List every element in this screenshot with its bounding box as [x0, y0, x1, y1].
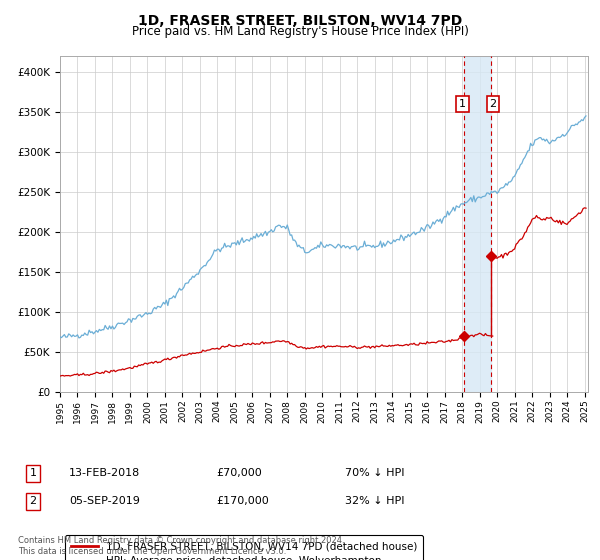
Text: 13-FEB-2018: 13-FEB-2018: [69, 468, 140, 478]
Text: 1: 1: [459, 99, 466, 109]
Text: 2: 2: [490, 99, 497, 109]
Text: £70,000: £70,000: [216, 468, 262, 478]
Bar: [464, 56, 491, 392]
Text: 32% ↓ HPI: 32% ↓ HPI: [345, 496, 404, 506]
Text: Price paid vs. HM Land Registry's House Price Index (HPI): Price paid vs. HM Land Registry's House …: [131, 25, 469, 38]
Legend: 1D, FRASER STREET, BILSTON, WV14 7PD (detached house), HPI: Average price, detac: 1D, FRASER STREET, BILSTON, WV14 7PD (de…: [65, 535, 424, 560]
Text: £170,000: £170,000: [216, 496, 269, 506]
Text: 70% ↓ HPI: 70% ↓ HPI: [345, 468, 404, 478]
Text: 1D, FRASER STREET, BILSTON, WV14 7PD: 1D, FRASER STREET, BILSTON, WV14 7PD: [138, 14, 462, 28]
Text: 1: 1: [29, 468, 37, 478]
Text: 2: 2: [29, 496, 37, 506]
Text: Contains HM Land Registry data © Crown copyright and database right 2024.
This d: Contains HM Land Registry data © Crown c…: [18, 536, 344, 556]
Text: 05-SEP-2019: 05-SEP-2019: [69, 496, 140, 506]
